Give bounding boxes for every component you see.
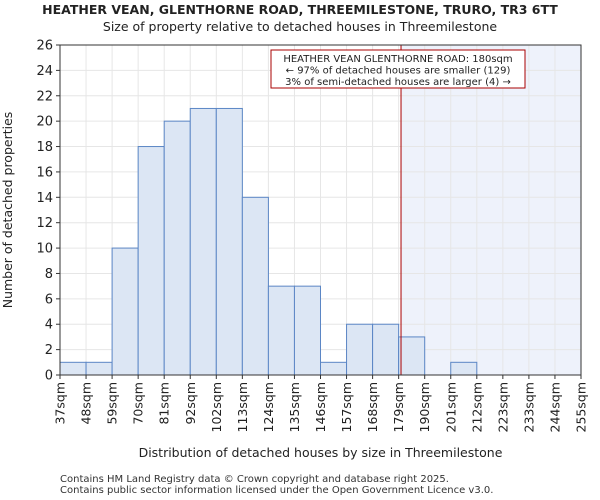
y-axis-label: Number of detached properties (0, 112, 15, 309)
x-tick-label: 233sqm (521, 382, 536, 432)
y-tick-label: 0 (45, 369, 53, 384)
x-tick-label: 92sqm (183, 382, 198, 425)
y-tick-label: 22 (36, 89, 53, 104)
x-tick-label: 48sqm (79, 382, 94, 425)
y-tick-label: 26 (36, 39, 53, 54)
x-tick-label: 81sqm (157, 382, 172, 425)
y-tick-label: 10 (36, 242, 53, 257)
y-tick-label: 24 (36, 64, 53, 79)
histogram-bar (241, 196, 269, 376)
x-tick-label: 255sqm (574, 382, 589, 432)
histogram-bar (189, 107, 217, 376)
x-tick-label: 124sqm (261, 382, 276, 432)
larger-properties-region (401, 45, 581, 375)
y-tick-label: 12 (36, 216, 53, 231)
histogram-bar (111, 247, 139, 376)
x-tick-label: 244sqm (547, 382, 562, 432)
histogram-bar (267, 285, 295, 376)
x-tick-label: 190sqm (417, 382, 432, 432)
y-tick-label: 20 (36, 115, 53, 130)
footer-copyright: Contains HM Land Registry data © Crown c… (60, 474, 449, 485)
x-tick-label: 135sqm (287, 382, 302, 432)
histogram-bar (59, 361, 87, 376)
y-tick-label: 6 (45, 292, 53, 307)
chart-subtitle: Size of property relative to detached ho… (102, 19, 498, 34)
x-tick-label: 59sqm (105, 382, 120, 425)
annotation-line: 3% of semi-detached houses are larger (4… (285, 77, 511, 88)
x-tick-label: 179sqm (391, 382, 406, 432)
x-tick-label: 168sqm (365, 382, 380, 432)
histogram-bar (163, 120, 191, 376)
y-tick-label: 4 (45, 318, 53, 333)
annotation-line: HEATHER VEAN GLENTHORNE ROAD: 180sqm (283, 54, 512, 65)
histogram-bar (293, 285, 322, 376)
y-tick-label: 16 (36, 165, 53, 180)
x-tick-label: 102sqm (209, 382, 224, 432)
annotation-box (270, 49, 526, 89)
x-tick-label: 223sqm (495, 382, 510, 432)
x-tick-label: 146sqm (313, 382, 328, 432)
histogram-bar (450, 361, 478, 376)
histogram-bar (372, 323, 400, 376)
x-tick-label: 37sqm (53, 382, 68, 425)
y-tick-label: 8 (45, 267, 53, 282)
x-tick-label: 70sqm (131, 382, 146, 425)
y-tick-label: 2 (45, 343, 53, 358)
histogram-bar (398, 336, 426, 376)
x-tick-label: 157sqm (339, 382, 354, 432)
histogram-bar (85, 361, 113, 376)
y-tick-label: 14 (36, 191, 53, 206)
histogram-bar (215, 107, 243, 376)
histogram-bar (346, 323, 374, 376)
annotation-line: ← 97% of detached houses are smaller (12… (286, 66, 511, 77)
footer-licence: Contains public sector information licen… (60, 485, 494, 496)
histogram-bar (320, 361, 348, 376)
x-tick-label: 113sqm (235, 382, 250, 432)
x-tick-label: 212sqm (469, 382, 484, 432)
y-tick-label: 18 (36, 140, 53, 155)
chart-title: HEATHER VEAN, GLENTHORNE ROAD, THREEMILE… (42, 2, 558, 17)
x-tick-label: 201sqm (443, 382, 458, 432)
histogram-bar (137, 146, 165, 376)
x-axis-label: Distribution of detached houses by size … (139, 445, 503, 460)
